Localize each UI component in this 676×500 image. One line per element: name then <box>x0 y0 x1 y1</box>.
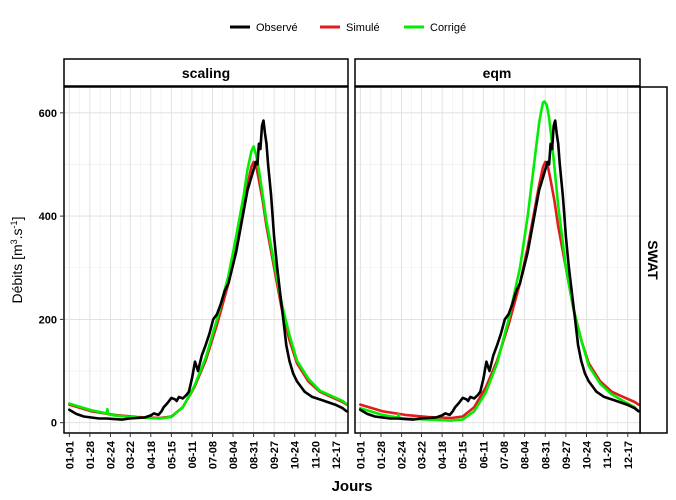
strip-scaling-label: scaling <box>182 65 230 81</box>
x-tick-label: 10-24 <box>582 440 594 469</box>
x-tick-label: 07-08 <box>208 441 220 469</box>
panel-eqm-grid <box>355 87 640 433</box>
y-tick-label: 400 <box>39 211 57 223</box>
strip-swat-label: SWAT <box>645 240 661 280</box>
panel-eqm-lines <box>358 100 640 422</box>
x-tick-label: 08-04 <box>228 440 240 469</box>
legend-label-simule: Simulé <box>346 22 380 34</box>
x-tick-label: 07-08 <box>499 441 511 469</box>
x-tick-label: 08-31 <box>249 441 261 469</box>
panel-scaling-lines <box>68 119 348 421</box>
y-tick-label: 200 <box>39 314 57 326</box>
x-tick-label: 01-28 <box>376 441 388 469</box>
x-tick-label: 12-17 <box>623 441 635 469</box>
x-tick-label: 05-15 <box>166 441 178 469</box>
y-axis-title: Débits [m3.s-1] <box>9 217 25 304</box>
x-tick-label: 04-18 <box>146 441 158 469</box>
x-tick-label: 01-01 <box>355 441 367 469</box>
series-line-observ <box>68 119 348 421</box>
panel-eqm-border <box>354 86 641 434</box>
x-tick-label: 08-31 <box>540 441 552 469</box>
y-axis: 0 200 400 600 <box>39 108 64 430</box>
x-tick-label: 06-11 <box>478 441 490 469</box>
strip-scaling <box>63 58 349 87</box>
y-tick-label: 600 <box>39 108 57 120</box>
legend-label-corrige: Corrigé <box>430 22 466 34</box>
x-tick-label: 05-15 <box>458 441 470 469</box>
x-tick-label: 06-11 <box>187 441 199 469</box>
x-tick-label: 11-20 <box>602 441 614 469</box>
x-tick-label: 01-28 <box>85 441 97 469</box>
panel-eqm-background <box>355 87 640 433</box>
series-line-corrig <box>68 145 348 420</box>
x-axis-title: Jours <box>332 478 373 495</box>
x-tick-label: 09-27 <box>561 441 573 469</box>
strip-eqm <box>354 58 641 87</box>
panel-scaling <box>63 86 349 434</box>
strip-eqm-label: eqm <box>483 65 512 81</box>
x-tick-label: 09-27 <box>269 441 281 469</box>
y-tick-label: 0 <box>51 418 57 430</box>
x-tick-label: 10-24 <box>290 440 302 469</box>
legend-label-observe: Observé <box>256 22 298 34</box>
x-tick-label: 11-20 <box>310 441 322 469</box>
series-line-observ <box>358 119 640 421</box>
x-tick-label: 02-24 <box>105 440 117 469</box>
panel-scaling-border <box>63 86 349 434</box>
x-tick-label: 03-22 <box>125 441 137 469</box>
x-tick-label: 02-24 <box>397 440 409 469</box>
series-line-simul <box>358 160 640 420</box>
panel-scaling-background <box>64 87 348 433</box>
strip-swat <box>639 86 668 434</box>
x-tick-label: 01-01 <box>64 441 76 469</box>
x-axis: 01-01 01-28 02-24 03-22 04-18 05-15 06-11 07-08… <box>64 433 635 469</box>
x-tick-label: 08-04 <box>520 440 532 469</box>
x-tick-label: 03-22 <box>417 441 429 469</box>
x-tick-label: 04-18 <box>437 441 449 469</box>
legend: Observé Simulé Corrigé <box>230 22 466 34</box>
x-tick-label: 12-17 <box>331 441 343 469</box>
panel-eqm <box>354 86 641 434</box>
